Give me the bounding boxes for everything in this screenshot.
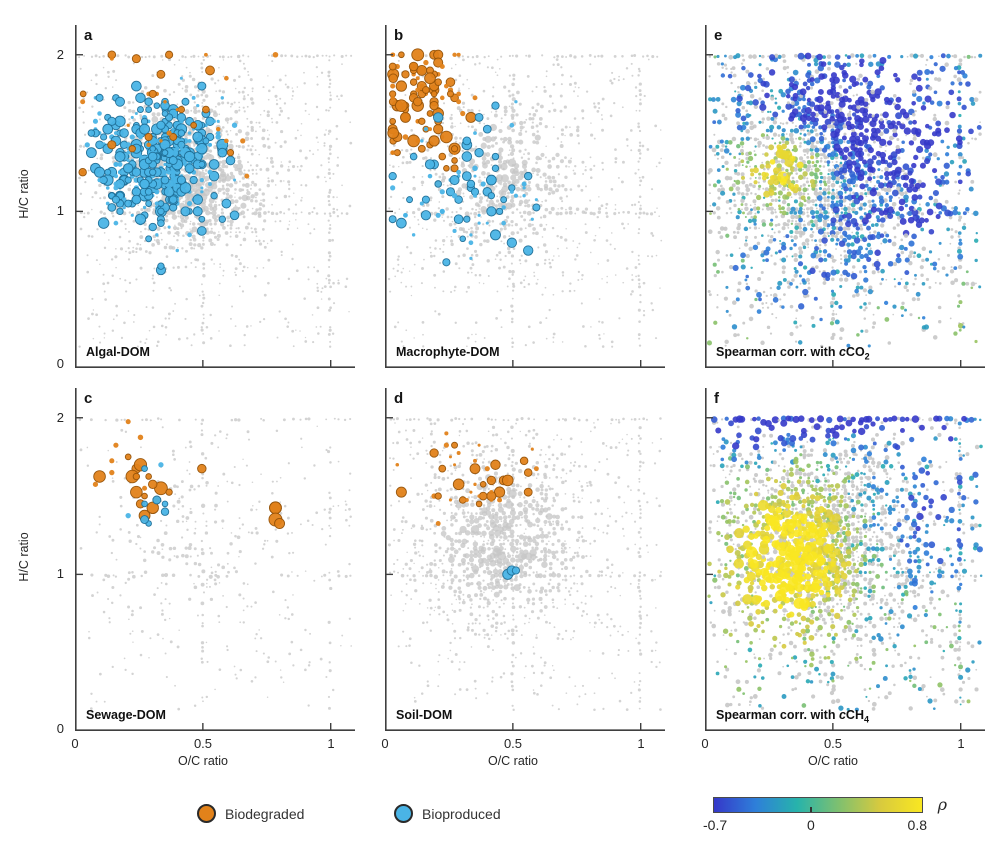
x-axis-label: O/C ratio: [807, 754, 858, 768]
x-tick-label: 0: [71, 736, 79, 751]
panel-d-canvas: [385, 388, 665, 731]
colorbar-gradient: [713, 797, 923, 813]
x-tick-label: 0.5: [503, 736, 523, 751]
legend-item-bioproduced: Bioproduced: [394, 804, 501, 823]
rho-symbol: ρ: [937, 795, 947, 814]
x-tick-label: 0.5: [193, 736, 213, 751]
y-tick-label: 1: [56, 203, 64, 218]
legend-item-biodegraded: Biodegraded: [197, 804, 304, 823]
bioproduced-dot-icon: [394, 804, 413, 823]
panel-a: a Algal-DOM: [75, 25, 355, 368]
y-tick-label: 1: [56, 566, 64, 581]
biodegraded-dot-icon: [197, 804, 216, 823]
panel-e: e Spearman corr. with cCO2: [705, 25, 985, 368]
panel-a-canvas: [75, 25, 355, 368]
panel-title: Spearman corr. with cCH4: [716, 707, 869, 725]
x-tick-label: 1: [957, 736, 965, 751]
legend-label: Biodegraded: [225, 805, 305, 822]
panel-f-canvas: [705, 388, 985, 731]
y-axis-label: H/C ratio: [17, 532, 31, 582]
y-axis-label: H/C ratio: [17, 169, 31, 219]
x-tick-label: 1: [637, 736, 645, 751]
panel-letter: b: [394, 27, 404, 44]
x-tick-label: 1: [327, 736, 335, 751]
panel-title: Sewage-DOM: [86, 707, 166, 722]
panel-c-canvas: [75, 388, 355, 731]
panel-title: Spearman corr. with cCO2: [716, 344, 870, 362]
legend-label: Bioproduced: [422, 805, 501, 822]
panel-letter: f: [714, 390, 719, 407]
panel-b-canvas: [385, 25, 665, 368]
y-tick-label: 0: [56, 356, 64, 371]
panel-e-canvas: [705, 25, 985, 368]
x-axis-label: O/C ratio: [487, 754, 538, 768]
colorbar-min-label: -0.7: [703, 817, 728, 833]
x-tick-label: 0: [701, 736, 709, 751]
y-tick-label: 0: [56, 721, 64, 736]
panel-letter: c: [84, 390, 93, 407]
x-tick-label: 0: [381, 736, 389, 751]
panel-f: f Spearman corr. with cCH4: [705, 388, 985, 731]
x-tick-label: 0.5: [823, 736, 843, 751]
panel-title: Soil-DOM: [396, 707, 453, 722]
x-axis-label: O/C ratio: [177, 754, 228, 768]
panel-letter: e: [714, 27, 723, 44]
panel-c: c Sewage-DOM: [75, 388, 355, 731]
panel-d: d Soil-DOM: [385, 388, 665, 731]
colorbar: ρ -0.7 0 0.8: [703, 795, 947, 833]
colorbar-mid-label: 0: [807, 817, 815, 833]
panel-title: Macrophyte-DOM: [396, 344, 500, 359]
colorbar-max-label: 0.8: [907, 817, 927, 833]
panel-letter: a: [84, 27, 93, 44]
y-tick-label: 2: [56, 47, 64, 62]
panel-letter: d: [394, 390, 404, 407]
y-tick-label: 2: [56, 410, 64, 425]
panel-title: Algal-DOM: [86, 344, 150, 359]
colorbar-zero-tick: [810, 807, 812, 812]
panel-b: b Macrophyte-DOM: [385, 25, 665, 368]
